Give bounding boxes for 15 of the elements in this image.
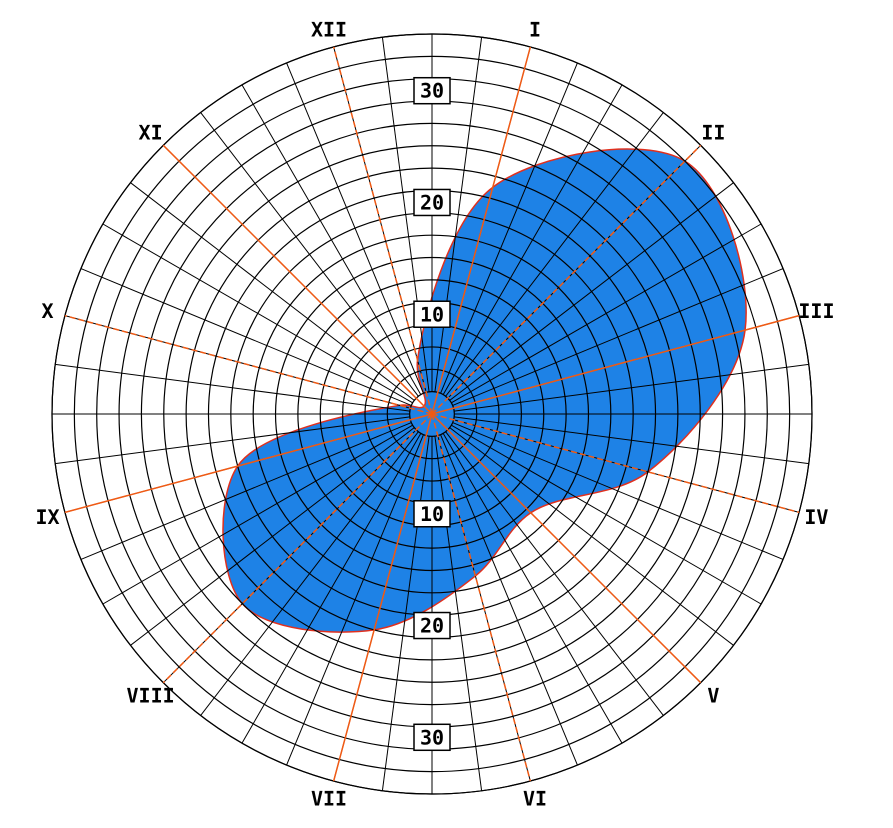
- spoke-label: IX: [36, 505, 60, 530]
- spoke-label: XII: [310, 18, 348, 42]
- y-tick-label: 20: [420, 190, 444, 214]
- spoke-label: I: [528, 18, 542, 42]
- spoke-label: V: [707, 683, 720, 708]
- spoke-label: VIII: [126, 683, 175, 708]
- spoke-label: XI: [138, 120, 163, 145]
- y-tick-label: 10: [420, 302, 444, 326]
- spoke-label: II: [701, 120, 726, 145]
- spoke-label: IV: [804, 505, 828, 530]
- y-tick-label: 30: [420, 78, 444, 103]
- spoke-label: III: [798, 298, 834, 323]
- spoke-label: VI: [522, 786, 548, 810]
- spoke-label: X: [42, 298, 54, 323]
- spoke-label: VII: [310, 786, 348, 810]
